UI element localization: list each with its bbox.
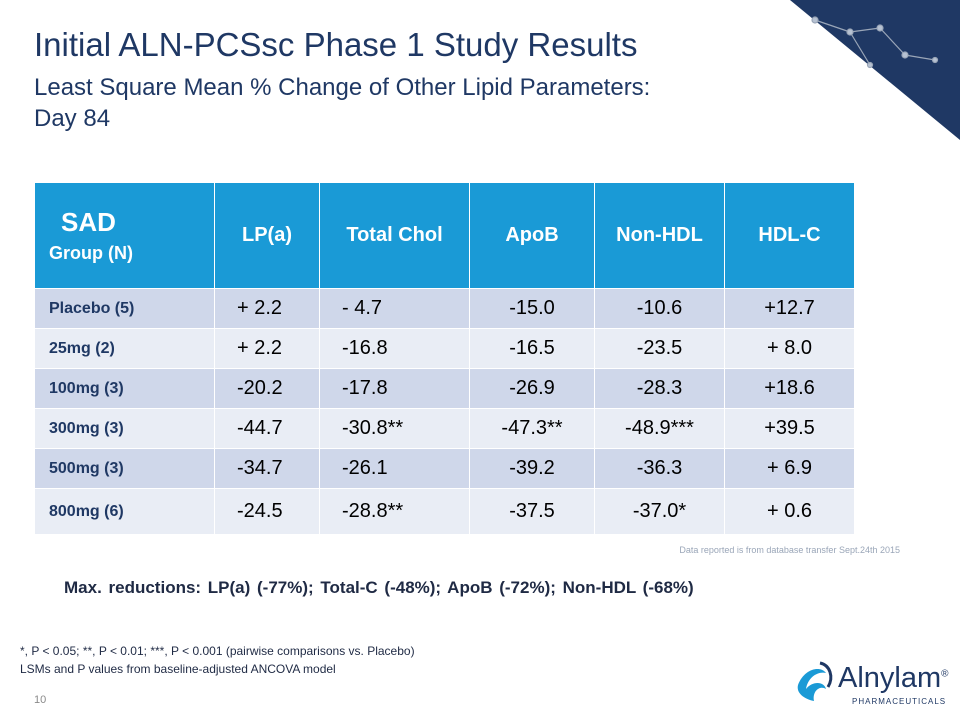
corner-decoration [790, 0, 960, 140]
cell-value: -34.7 [214, 448, 320, 489]
cell-value: -39.2 [469, 448, 595, 489]
subtitle-line-2: Day 84 [34, 105, 111, 132]
column-header-lpa: LP(a) [214, 182, 320, 289]
cell-value: + 6.9 [724, 448, 855, 489]
logo-name: Alnylam [838, 662, 942, 694]
column-header-apob: ApoB [469, 182, 595, 289]
cell-value: -16.8 [319, 328, 470, 369]
page-number: 10 [34, 694, 47, 706]
cell-value: +18.6 [724, 368, 855, 409]
table-row: Placebo (5) + 2.2 - 4.7 -15.0 -10.6 +12.… [34, 288, 855, 329]
cell-value: - 4.7 [319, 288, 470, 329]
sad-label: SAD [61, 206, 116, 237]
column-header-total-chol: Total Chol [319, 182, 470, 289]
column-header-hdl-c: HDL-C [724, 182, 855, 289]
cell-value: +39.5 [724, 408, 855, 449]
cell-value: -17.8 [319, 368, 470, 409]
column-header-non-hdl: Non-HDL [594, 182, 725, 289]
footnote-method: LSMs and P values from baseline-adjusted… [20, 662, 336, 676]
cell-value: -36.3 [594, 448, 725, 489]
table-row: 500mg (3) -34.7 -26.1 -39.2 -36.3 + 6.9 [34, 448, 855, 489]
cell-value: + 8.0 [724, 328, 855, 369]
cell-value: -48.9*** [594, 408, 725, 449]
table-header-row: SAD Group (N) LP(a) Total Chol ApoB Non-… [34, 182, 855, 289]
cell-value: -37.0* [594, 488, 725, 535]
group-n-label: Group (N) [49, 242, 133, 263]
cell-value: + 0.6 [724, 488, 855, 535]
logo-tagline: PHARMACEUTICALS [852, 697, 947, 706]
cell-value: -44.7 [214, 408, 320, 449]
cell-value: + 2.2 [214, 288, 320, 329]
table-row: 800mg (6) -24.5 -28.8** -37.5 -37.0* + 0… [34, 488, 855, 535]
row-label: 25mg (2) [34, 328, 215, 369]
logo-wordmark: Alnylam® [838, 662, 949, 695]
registered-mark: ® [941, 668, 949, 680]
cell-value: -47.3** [469, 408, 595, 449]
cell-value: -16.5 [469, 328, 595, 369]
alnylam-logo-icon [797, 661, 833, 701]
table-row: 300mg (3) -44.7 -30.8** -47.3** -48.9***… [34, 408, 855, 449]
cell-value: +12.7 [724, 288, 855, 329]
footnotes: *, P < 0.05; **, P < 0.01; ***, P < 0.00… [20, 642, 415, 678]
row-label: 300mg (3) [34, 408, 215, 449]
cell-value: -37.5 [469, 488, 595, 535]
row-label: 500mg (3) [34, 448, 215, 489]
cell-value: -26.9 [469, 368, 595, 409]
row-label: 800mg (6) [34, 488, 215, 535]
cell-value: -28.8** [319, 488, 470, 535]
cell-value: -23.5 [594, 328, 725, 369]
cell-value: -20.2 [214, 368, 320, 409]
cell-value: -10.6 [594, 288, 725, 329]
subtitle-line-1: Least Square Mean % Change of Other Lipi… [34, 74, 651, 101]
cell-value: -15.0 [469, 288, 595, 329]
data-source-note: Data reported is from database transfer … [679, 545, 900, 555]
cell-value: -28.3 [594, 368, 725, 409]
row-label: 100mg (3) [34, 368, 215, 409]
cell-value: -24.5 [214, 488, 320, 535]
cell-value: + 2.2 [214, 328, 320, 369]
results-table: SAD Group (N) LP(a) Total Chol ApoB Non-… [34, 182, 855, 535]
footnote-significance: *, P < 0.05; **, P < 0.01; ***, P < 0.00… [20, 644, 415, 658]
cell-value: -26.1 [319, 448, 470, 489]
row-label: Placebo (5) [34, 288, 215, 329]
table-row: 25mg (2) + 2.2 -16.8 -16.5 -23.5 + 8.0 [34, 328, 855, 369]
page-title: Initial ALN-PCSsc Phase 1 Study Results [34, 26, 638, 63]
group-column-header: SAD Group (N) [34, 182, 215, 289]
cell-value: -30.8** [319, 408, 470, 449]
max-reductions-summary: Max. reductions: LP(a) (-77%); Total-C (… [64, 578, 694, 597]
page-subtitle: Least Square Mean % Change of Other Lipi… [34, 72, 650, 134]
table-row: 100mg (3) -20.2 -17.8 -26.9 -28.3 +18.6 [34, 368, 855, 409]
